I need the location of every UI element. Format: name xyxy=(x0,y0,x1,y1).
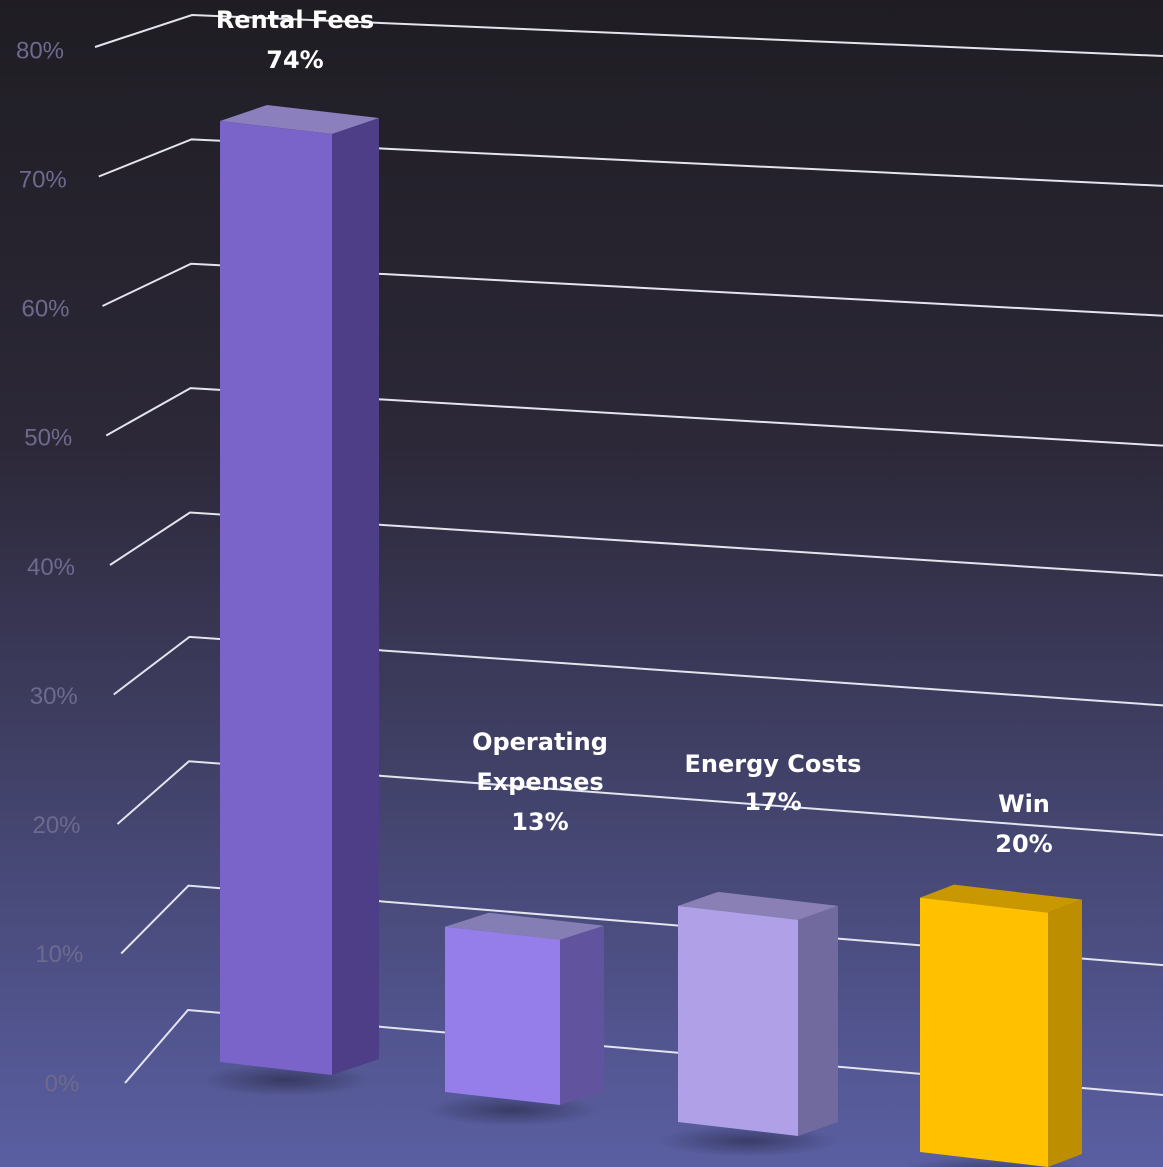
bar-front xyxy=(920,897,1048,1167)
y-tick-label: 70% xyxy=(19,166,67,193)
data-label: Operating Expenses 13% xyxy=(472,728,608,836)
y-tick-label: 0% xyxy=(45,1070,80,1097)
bar-front xyxy=(678,905,798,1136)
bar-side xyxy=(332,118,379,1075)
bar-side xyxy=(798,905,838,1136)
bar-side xyxy=(560,925,604,1105)
bar-side xyxy=(1048,899,1082,1167)
gridline xyxy=(116,760,1163,837)
gridline xyxy=(109,511,1163,577)
gridline xyxy=(98,138,1163,187)
gridline xyxy=(105,387,1163,447)
bar xyxy=(202,105,379,1096)
bar xyxy=(658,891,838,1157)
y-tick-label: 10% xyxy=(35,941,83,968)
bar-top xyxy=(220,105,379,134)
y-tick-label: 50% xyxy=(24,425,72,452)
data-label: Energy Costs 17% xyxy=(685,750,862,816)
y-tick-label: 20% xyxy=(32,812,80,839)
y-tick-label: 40% xyxy=(27,554,75,581)
data-labels: Rental Fees 74% Operating Expenses 13% Energy… xyxy=(216,6,1053,858)
y-tick-label: 30% xyxy=(30,683,78,710)
bar-top xyxy=(445,912,604,940)
bar-top xyxy=(920,884,1082,913)
bar-front xyxy=(220,121,332,1075)
gridlines xyxy=(94,13,1163,1096)
data-label: Win 20% xyxy=(995,790,1052,858)
bar-front xyxy=(445,926,560,1105)
y-axis-ticks: 0% 10% 20% 30% 40% 50% 60% 70% 80% xyxy=(16,37,83,1097)
gridline xyxy=(102,262,1163,317)
bars xyxy=(202,105,1086,1167)
gridline xyxy=(94,13,1163,57)
bar xyxy=(426,912,604,1126)
bar xyxy=(902,884,1086,1167)
gridline xyxy=(113,635,1163,707)
y-tick-label: 80% xyxy=(16,37,64,64)
y-tick-label: 60% xyxy=(21,296,69,323)
bar-top xyxy=(678,891,838,920)
data-label: Rental Fees 74% xyxy=(216,6,374,74)
gridline xyxy=(120,884,1163,967)
